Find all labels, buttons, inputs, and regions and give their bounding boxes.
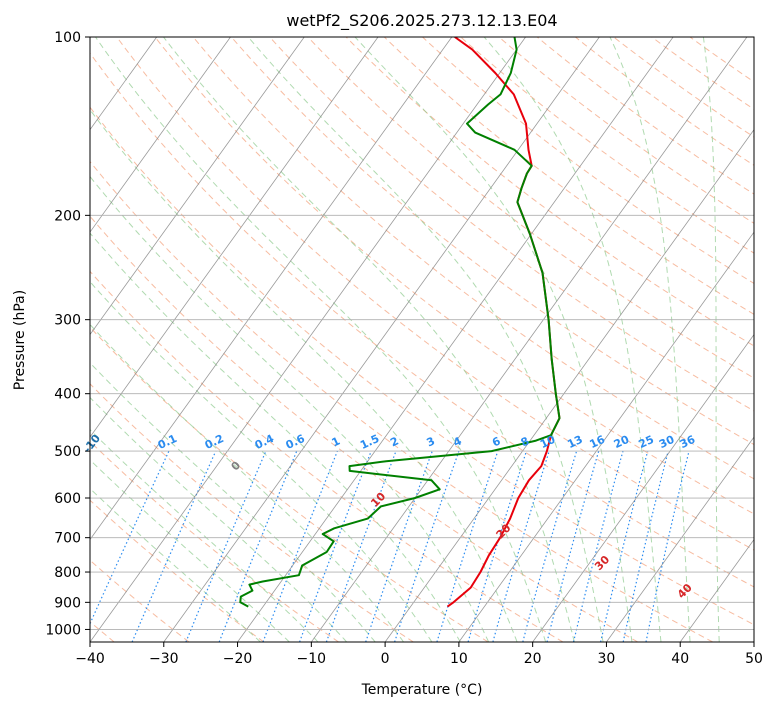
- x-tick-label: 50: [745, 651, 763, 667]
- isotherm-line: [532, 333, 754, 642]
- mixing-ratio-label: 25: [637, 433, 656, 451]
- plot-frame: [89, 36, 755, 643]
- y-tick-label: 400: [54, 387, 81, 403]
- dry-adiabat-line: [90, 52, 754, 588]
- mixing-ratio-line: [467, 450, 527, 642]
- x-tick-label: 10: [450, 651, 468, 667]
- isotherm-line: [606, 436, 754, 642]
- moist-adiabat-line: [483, 37, 662, 642]
- mixing-ratio-label: 30: [657, 433, 677, 451]
- dry-adiabat-line: [307, 37, 754, 379]
- isotherm-line: [311, 37, 748, 642]
- dry-adiabat-line: [90, 383, 414, 642]
- mixing-ratio-line: [522, 450, 578, 642]
- moist-adiabat-line: [247, 37, 604, 642]
- moist-adiabat-line: [90, 459, 290, 642]
- x-tick-label: −10: [297, 651, 327, 667]
- moist-adiabat-line: [95, 37, 547, 642]
- dry-adiabat-line: [231, 37, 754, 446]
- mixing-ratio-line: [645, 450, 690, 642]
- chart-title: wetPf2_S206.2025.273.12.13.E04: [286, 11, 557, 31]
- y-tick-label: 500: [54, 444, 81, 460]
- y-tick-label: 600: [54, 491, 81, 507]
- y-tick-label: 1000: [45, 622, 81, 638]
- dry-adiabat-line: [90, 106, 754, 626]
- moist-adiabat-line: [90, 323, 404, 642]
- x-tick-label: −30: [149, 651, 179, 667]
- x-tick-label: 40: [671, 651, 689, 667]
- y-tick-label: 100: [54, 30, 81, 46]
- y-tick-label: 900: [54, 595, 81, 611]
- dry-adiabat-line: [154, 37, 754, 515]
- moist-adiabat-line: [354, 37, 633, 642]
- mixing-ratio-label: 36: [678, 433, 698, 451]
- mixing-ratio-label: 13: [565, 433, 584, 451]
- axis-layer: −40 −30 −20 −10 0 10 20 30 40 50 100 200 300 400 500 60…: [45, 30, 763, 667]
- grid-layer: [90, 37, 754, 642]
- dry-adiabat-line: [90, 499, 265, 642]
- y-tick-label: 700: [54, 531, 81, 547]
- y-axis-label: Pressure (hPa): [12, 290, 28, 390]
- dry-adiabat-line: [90, 326, 489, 642]
- isotherm-line: [90, 37, 453, 541]
- moist-adiabat-line: [163, 37, 575, 642]
- dewpoint-profile-line: [239, 37, 561, 608]
- mixing-ratio-line: [436, 450, 499, 642]
- mixing-ratio-line: [572, 450, 624, 642]
- x-tick-label: −40: [75, 651, 105, 667]
- dry-adiabat-line: [90, 160, 713, 642]
- moist-adiabat-line: [90, 232, 461, 642]
- isotherm-line: [90, 37, 379, 438]
- moist-adiabat-line: [90, 280, 433, 642]
- x-tick-label: 0: [381, 651, 390, 667]
- mixing-ratio-line: [90, 450, 170, 626]
- mixing-ratio-line: [325, 450, 397, 642]
- isotherm-line: [90, 37, 305, 336]
- x-tick-label: 20: [524, 651, 542, 667]
- mixing-ratio-label: 20: [612, 433, 632, 451]
- y-tick-label: 300: [54, 313, 81, 329]
- dry-adiabat-line: [536, 37, 754, 195]
- moist-adiabat-line: [90, 428, 319, 642]
- data-layer: [239, 37, 561, 608]
- y-tick-label: 200: [54, 208, 81, 224]
- mixing-ratio-line: [365, 450, 433, 642]
- isotherm-line: [384, 128, 754, 642]
- mixing-ratio-line: [492, 450, 550, 642]
- isotherm-line: [90, 37, 231, 233]
- dry-adiabat-line: [116, 37, 754, 551]
- isotherm-line: [679, 538, 754, 642]
- x-tick-label: 30: [598, 651, 616, 667]
- mixing-ratio-line: [546, 450, 600, 642]
- dry-adiabat-line: [269, 37, 754, 412]
- mixing-ratio-label: 10: [538, 433, 558, 451]
- y-tick-label: 800: [54, 565, 81, 581]
- mixing-ratio-label: 16: [588, 433, 608, 451]
- isotherm-line: [90, 37, 526, 642]
- moist-adiabat-line: [90, 396, 348, 642]
- x-axis-label: Temperature (°C): [361, 682, 483, 698]
- mixing-ratio-line: [394, 450, 460, 642]
- moist-adiabat-line: [90, 175, 490, 642]
- isotherm-line: [458, 231, 754, 642]
- dry-adiabat-line: [90, 215, 639, 642]
- mixing-ratio-line: [185, 450, 267, 642]
- isotherm-line: [237, 37, 674, 642]
- moist-adiabat-line: [609, 37, 691, 642]
- mixing-ratio-line: [600, 450, 649, 642]
- x-tick-label: −20: [223, 651, 253, 667]
- dry-adiabat-line: [383, 37, 754, 315]
- mixing-ratio-line: [622, 450, 669, 642]
- dry-adiabat-line: [345, 37, 754, 347]
- moist-adiabat-line: [90, 362, 376, 642]
- moist-adiabat-line: [702, 37, 720, 642]
- moist-adiabat-line: [90, 487, 261, 642]
